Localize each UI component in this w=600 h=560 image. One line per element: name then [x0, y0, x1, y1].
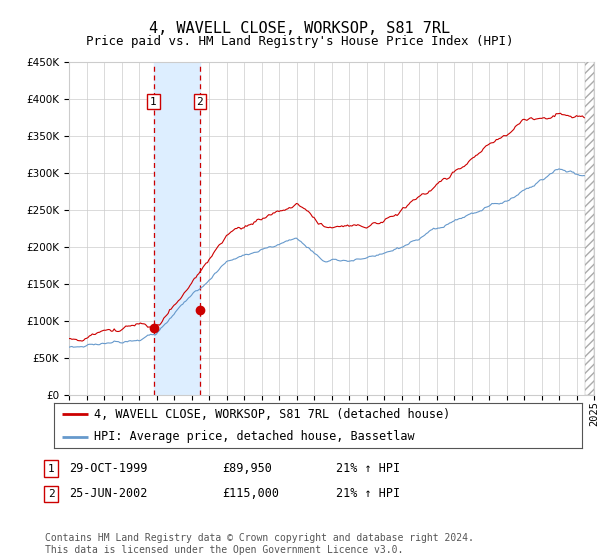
- Text: £115,000: £115,000: [222, 487, 279, 501]
- Text: 21% ↑ HPI: 21% ↑ HPI: [336, 462, 400, 475]
- Text: 2: 2: [197, 96, 203, 106]
- Text: 29-OCT-1999: 29-OCT-1999: [69, 462, 148, 475]
- Polygon shape: [585, 62, 594, 395]
- Text: Price paid vs. HM Land Registry's House Price Index (HPI): Price paid vs. HM Land Registry's House …: [86, 35, 514, 48]
- Text: 4, WAVELL CLOSE, WORKSOP, S81 7RL: 4, WAVELL CLOSE, WORKSOP, S81 7RL: [149, 21, 451, 36]
- Text: 1: 1: [150, 96, 157, 106]
- Text: Contains HM Land Registry data © Crown copyright and database right 2024.
This d: Contains HM Land Registry data © Crown c…: [45, 533, 474, 555]
- Text: 25-JUN-2002: 25-JUN-2002: [69, 487, 148, 501]
- Text: 4, WAVELL CLOSE, WORKSOP, S81 7RL (detached house): 4, WAVELL CLOSE, WORKSOP, S81 7RL (detac…: [94, 408, 450, 421]
- Text: £89,950: £89,950: [222, 462, 272, 475]
- Text: 2: 2: [47, 489, 55, 499]
- Text: 1: 1: [47, 464, 55, 474]
- Text: HPI: Average price, detached house, Bassetlaw: HPI: Average price, detached house, Bass…: [94, 430, 414, 444]
- Text: 21% ↑ HPI: 21% ↑ HPI: [336, 487, 400, 501]
- Bar: [154, 62, 200, 395]
